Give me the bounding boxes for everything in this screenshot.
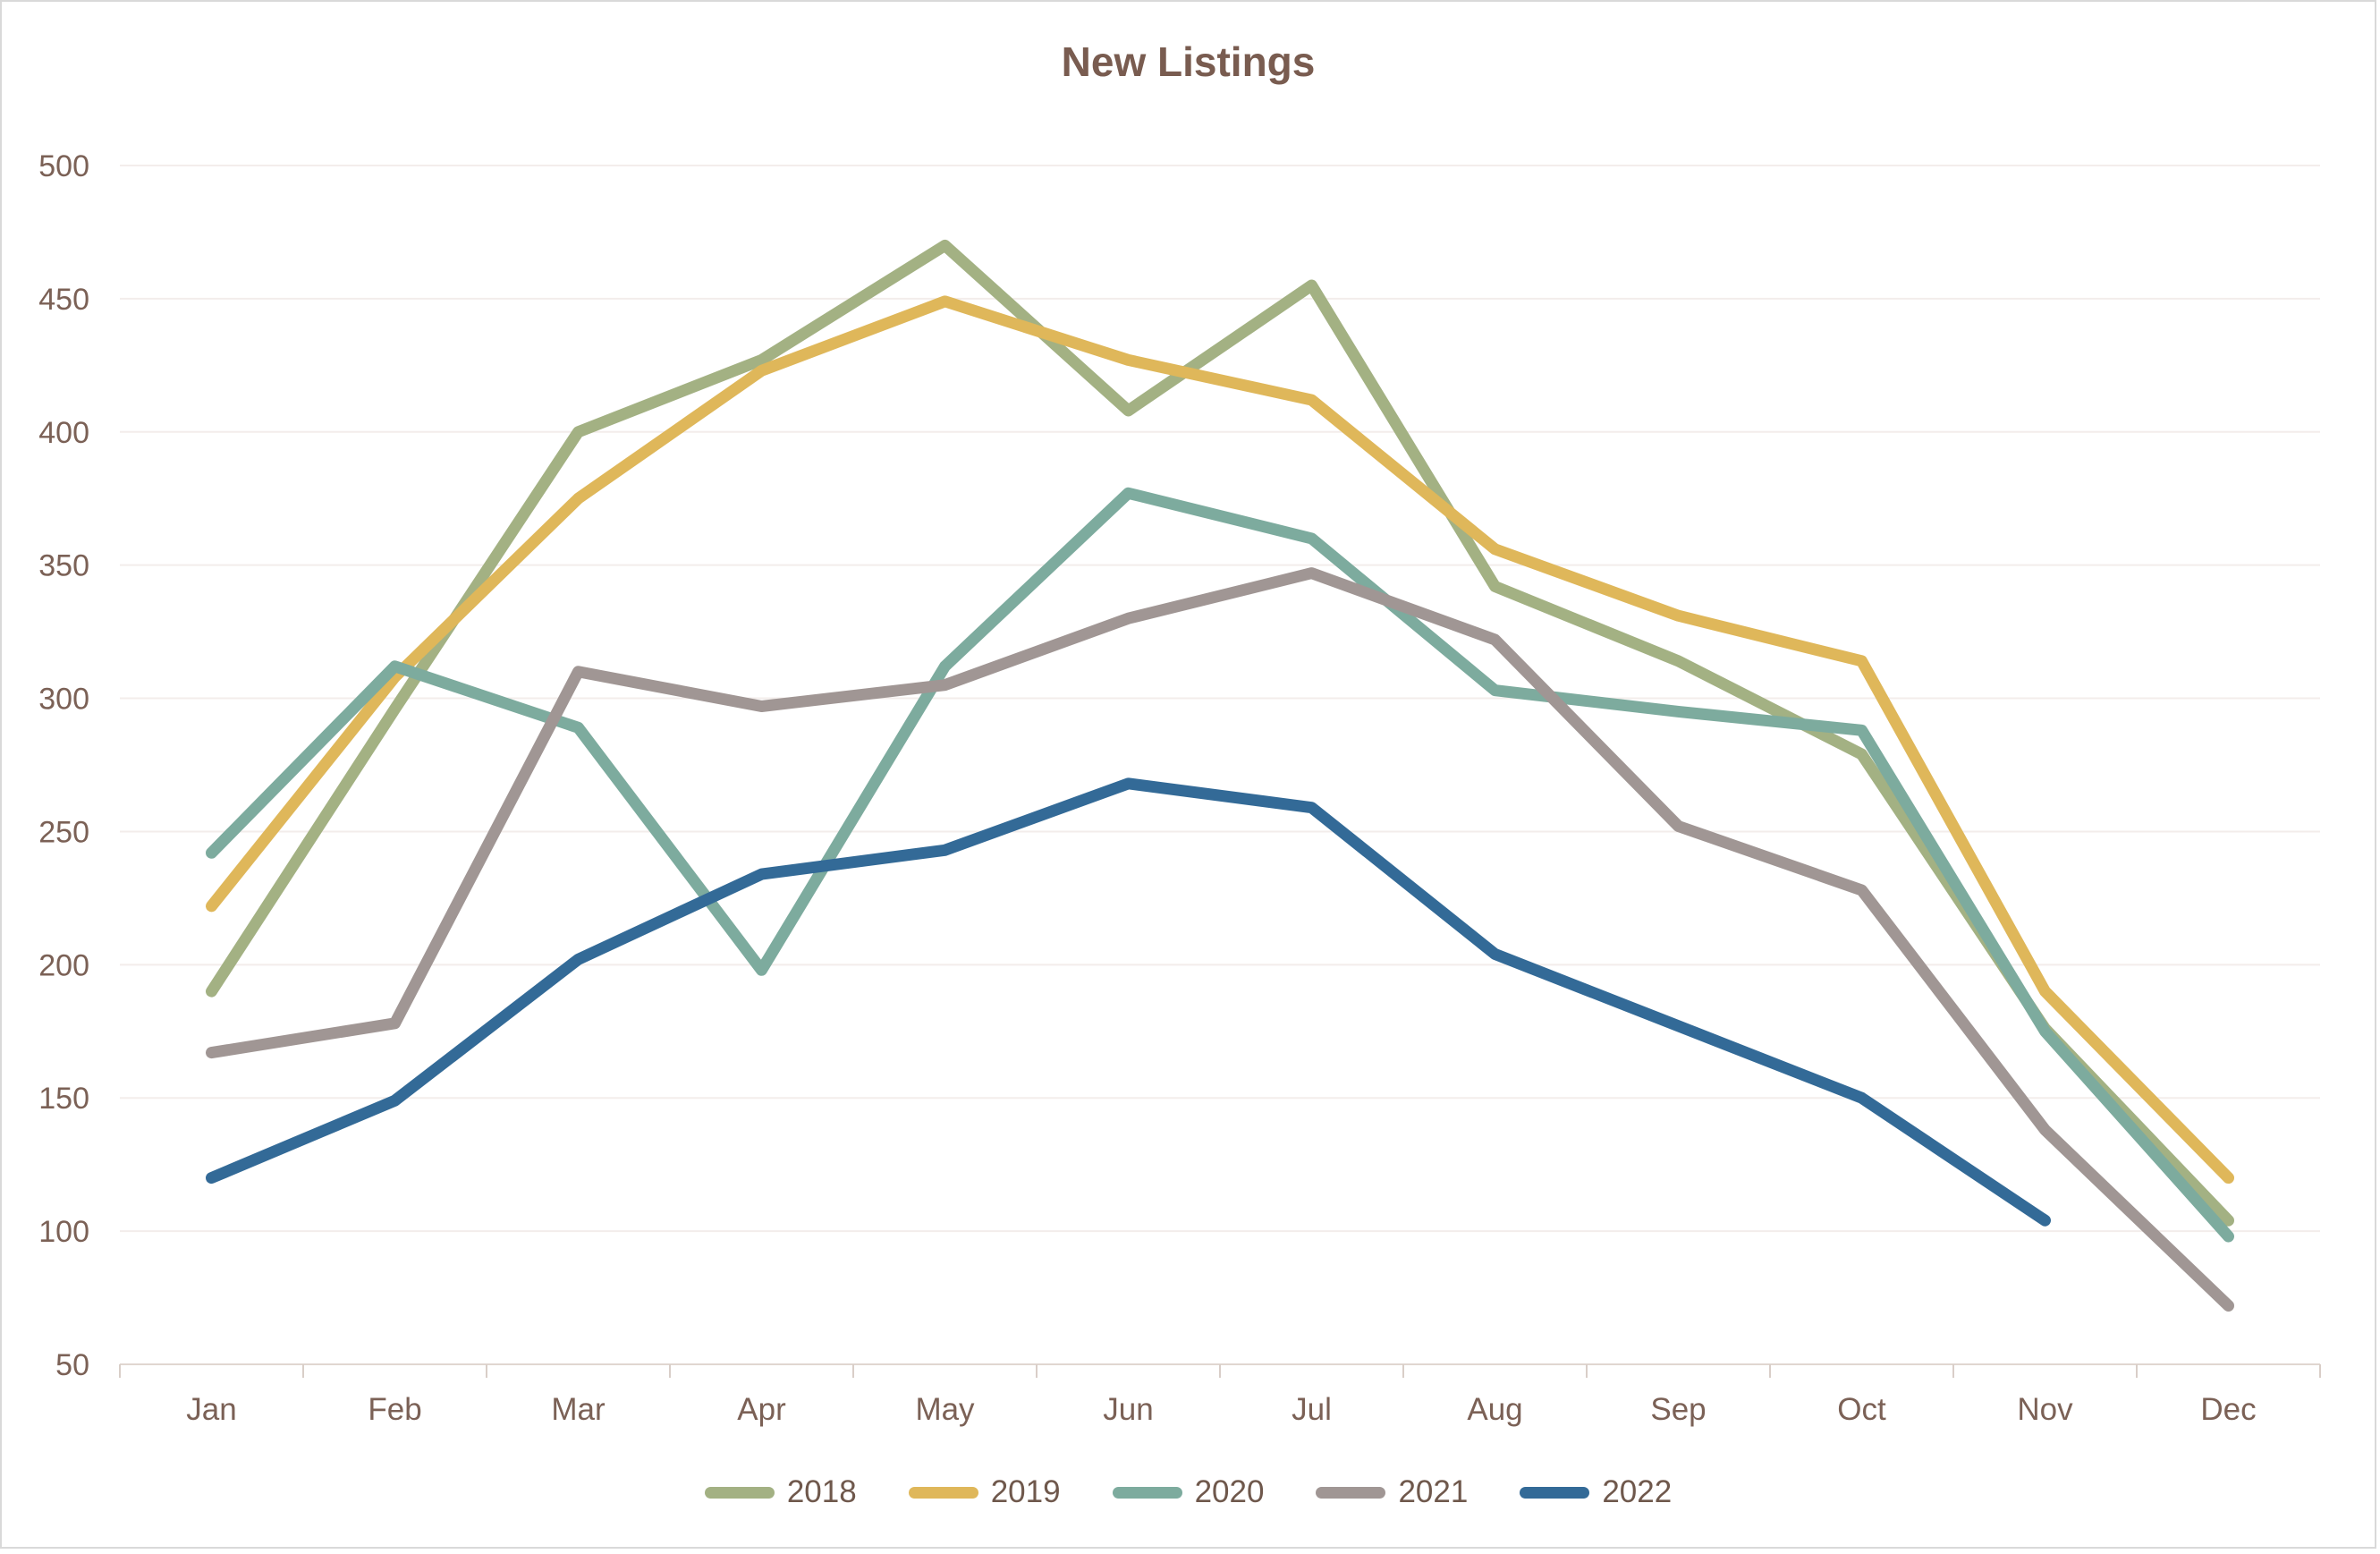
legend-label-2021: 2021 <box>1398 1474 1469 1509</box>
x-axis-label-jul: Jul <box>1292 1392 1332 1427</box>
legend-item-2019: 2019 <box>908 1474 1061 1510</box>
x-axis-label-jan: Jan <box>186 1392 236 1427</box>
x-axis-label-oct: Oct <box>1837 1392 1886 1427</box>
y-axis-label-100: 100 <box>38 1215 89 1249</box>
chart-legend: 2018 2019 2020 2021 2022 <box>2 1474 2375 1510</box>
legend-label-2020: 2020 <box>1194 1474 1265 1509</box>
y-axis-label-50: 50 <box>55 1348 89 1382</box>
y-axis-label-250: 250 <box>38 815 89 849</box>
chart-title: New Listings <box>1061 38 1316 85</box>
x-axis-label-jun: Jun <box>1103 1392 1153 1427</box>
legend-item-2020: 2020 <box>1112 1474 1265 1510</box>
x-axis-label-may: May <box>915 1392 975 1427</box>
y-axis-label-150: 150 <box>38 1082 89 1116</box>
legend-swatch-2020 <box>1112 1486 1182 1499</box>
series-line-2022 <box>206 777 2051 1227</box>
legend-item-2022: 2022 <box>1520 1474 1672 1510</box>
y-axis-label-500: 500 <box>38 149 89 183</box>
series-line-2020 <box>206 487 2234 1243</box>
legend-item-2021: 2021 <box>1316 1474 1468 1510</box>
y-axis-label-300: 300 <box>38 683 89 717</box>
legend-swatch-2022 <box>1520 1486 1590 1499</box>
x-axis-label-nov: Nov <box>2017 1392 2073 1427</box>
legend-label-2019: 2019 <box>990 1474 1061 1509</box>
series-line-2021 <box>206 567 2234 1312</box>
legend-swatch-2018 <box>704 1486 775 1499</box>
legend-swatch-2019 <box>908 1486 978 1499</box>
x-axis-label-mar: Mar <box>551 1392 606 1427</box>
x-axis-label-dec: Dec <box>2200 1392 2256 1427</box>
y-axis-label-450: 450 <box>38 283 89 317</box>
y-axis-label-200: 200 <box>38 948 89 982</box>
x-axis-label-aug: Aug <box>1467 1392 1522 1427</box>
x-axis-label-sep: Sep <box>1650 1392 1706 1427</box>
legend-swatch-2021 <box>1316 1486 1386 1499</box>
y-axis-label-350: 350 <box>38 549 89 583</box>
legend-label-2022: 2022 <box>1602 1474 1673 1509</box>
series-line-2018 <box>206 239 2234 1227</box>
legend-item-2018: 2018 <box>704 1474 857 1510</box>
series-line-2019 <box>206 295 2234 1185</box>
legend-label-2018: 2018 <box>786 1474 857 1509</box>
x-axis-label-feb: Feb <box>368 1392 421 1427</box>
y-axis-label-400: 400 <box>38 416 89 450</box>
x-axis-label-apr: Apr <box>737 1392 786 1427</box>
